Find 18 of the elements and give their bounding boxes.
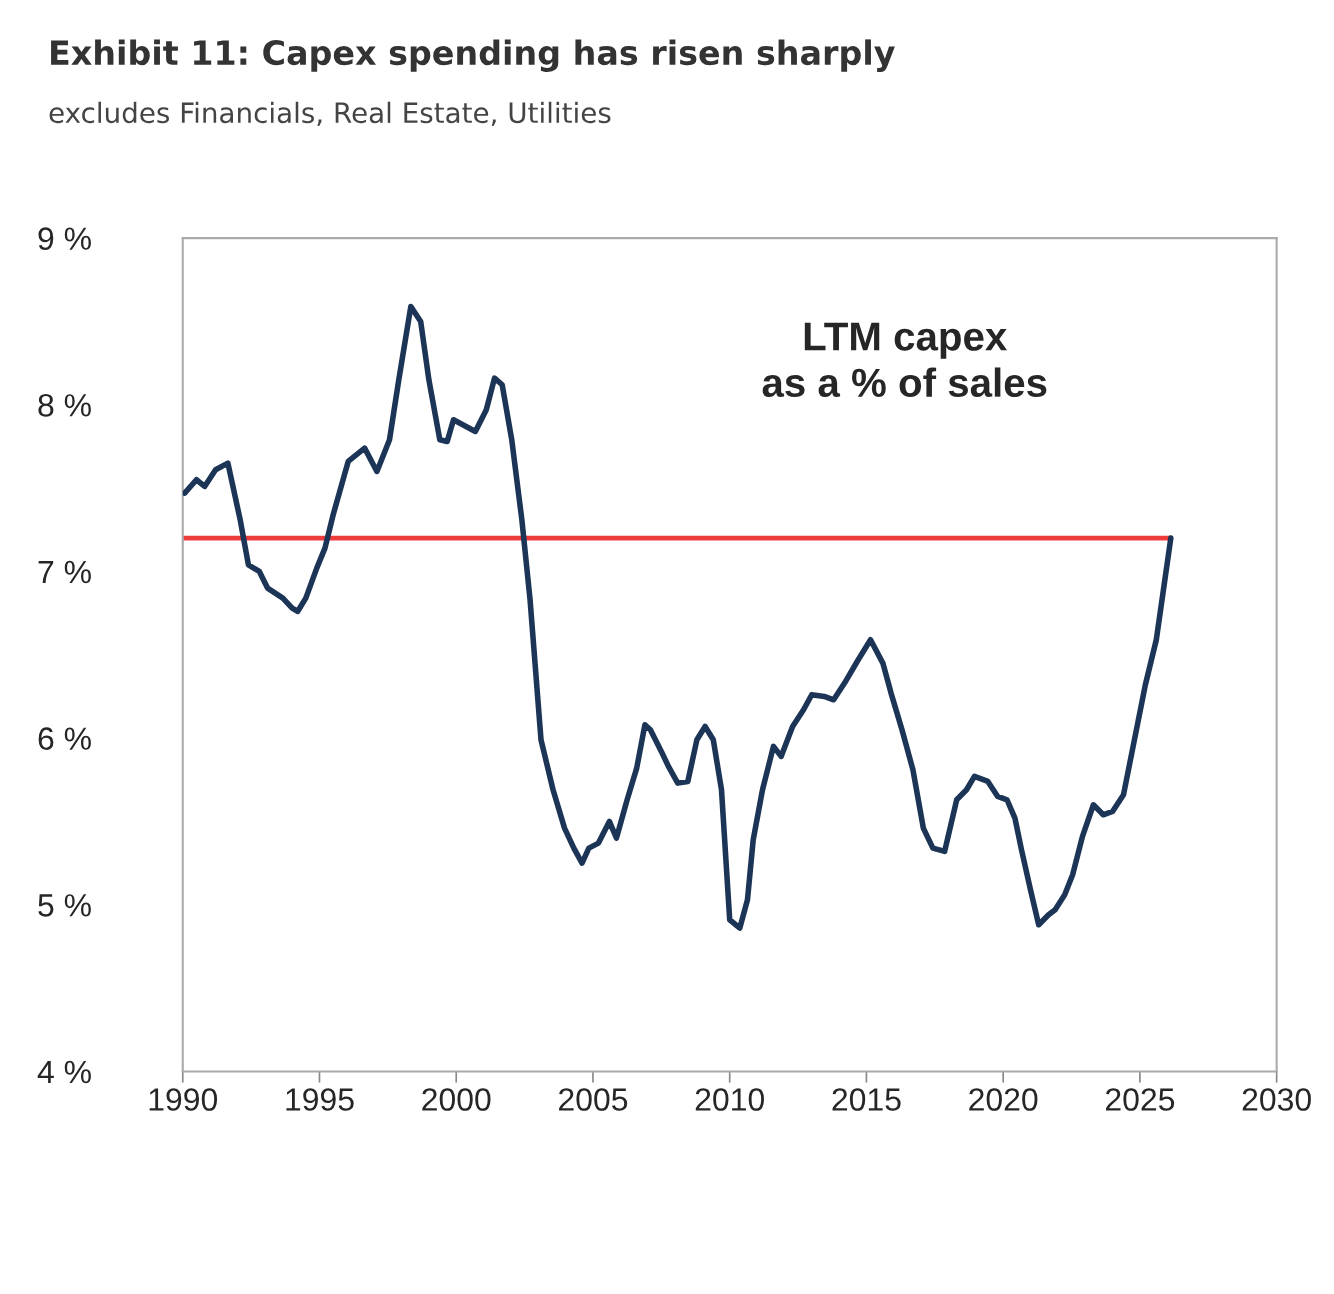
y-tick-label: 4 %: [37, 1060, 91, 1084]
y-tick-label: 7 %: [38, 560, 91, 584]
y-tick-label: 5 %: [38, 894, 91, 917]
x-tick-label: 1995: [286, 1088, 354, 1111]
x-tick-label: 2025: [1105, 1088, 1175, 1111]
x-tick-label: 2030: [1242, 1088, 1311, 1111]
annotation: LTM capex as a % of sales: [762, 322, 1047, 398]
x-tick-label: 2020: [969, 1088, 1038, 1111]
y-tick-label: 6 %: [38, 727, 91, 750]
y-tick-label: 9 %: [38, 227, 91, 250]
x-tick-label: 2010: [695, 1088, 764, 1111]
x-tick-label: 2015: [832, 1088, 901, 1111]
x-tick-label: 1990: [149, 1088, 218, 1111]
x-tick-label: 2005: [559, 1088, 628, 1111]
y-tick-label: 8 %: [38, 394, 91, 417]
chart-subtitle: excludes Financials, Real Estate, Utilities: [49, 101, 611, 127]
x-tick-label: 2000: [422, 1088, 491, 1111]
chart-title: Exhibit 11: Capex spending has risen sharply: [51, 39, 895, 72]
